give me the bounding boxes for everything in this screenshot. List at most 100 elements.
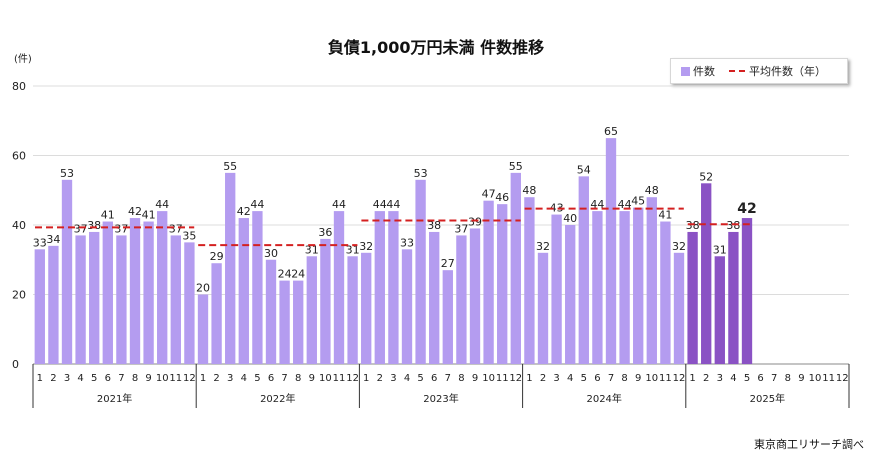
x-tick-label: 1 [689,373,695,384]
x-tick-label: 1 [200,373,206,384]
value-label: 45 [631,195,645,208]
x-tick-label: 9 [309,373,315,384]
x-tick-label: 11 [822,373,835,384]
x-tick-label: 10 [156,373,169,384]
x-tick-label: 7 [608,373,614,384]
bar [347,256,358,364]
value-label: 37 [74,222,88,235]
bar [565,225,576,364]
x-tick-label: 2 [377,373,383,384]
x-tick-label: 3 [390,373,396,384]
x-tick-label: 7 [771,373,777,384]
x-tick-label: 5 [254,373,260,384]
bar [605,138,617,364]
bar [701,183,712,364]
value-label: 20 [196,282,210,295]
x-tick-label: 12 [836,373,849,384]
chart-legend: 件数 平均件数（年） [670,58,848,84]
value-label: 41 [101,209,115,222]
y-tick-label: 0 [12,358,19,371]
bar [374,211,385,364]
bar [456,235,467,364]
value-label: 32 [672,240,686,253]
bar [102,221,113,364]
bar [673,252,685,364]
bar [252,211,263,364]
year-label: 2024年 [586,392,621,405]
value-label: 24 [291,268,305,281]
highlight-value-label: 42 [737,201,756,217]
bar [184,242,195,364]
value-label: 32 [536,240,550,253]
value-label: 32 [359,240,373,253]
legend-line-swatch [729,70,745,72]
x-tick-label: 8 [458,373,464,384]
x-tick-label: 8 [621,373,627,384]
x-tick-label: 5 [744,373,750,384]
value-label: 37 [114,222,128,235]
x-tick-label: 11 [659,373,672,384]
x-tick-label: 10 [319,373,332,384]
bar [279,280,290,364]
bar [361,252,372,364]
x-tick-label: 7 [445,373,451,384]
value-label: 30 [264,247,278,260]
value-label: 38 [686,219,700,232]
x-tick-label: 6 [431,373,437,384]
x-tick-label: 2 [703,373,709,384]
x-tick-label: 9 [635,373,641,384]
value-label: 55 [223,160,237,173]
value-label: 37 [169,222,183,235]
bar [551,214,562,364]
bar [238,218,249,364]
bar [660,221,671,364]
x-tick-label: 6 [757,373,763,384]
bar [646,197,657,364]
value-label: 29 [210,250,224,263]
x-tick-label: 4 [567,373,573,384]
value-label: 41 [658,209,672,222]
value-label: 52 [699,170,713,183]
x-tick-label: 10 [482,373,495,384]
value-label: 48 [522,184,536,197]
bar [61,179,73,364]
x-tick-label: 5 [417,373,423,384]
bar [211,263,222,364]
x-tick-label: 11 [496,373,509,384]
year-label: 2022年 [260,392,295,405]
bar [714,256,725,364]
x-tick-label: 10 [645,373,658,384]
x-tick-label: 8 [295,373,301,384]
x-tick-label: 2 [540,373,546,384]
bar [497,204,508,364]
value-label: 31 [346,243,360,256]
x-tick-label: 4 [77,373,83,384]
bar [116,235,127,364]
bar [197,294,209,364]
x-tick-label: 4 [241,373,247,384]
bar [34,249,45,364]
x-tick-label: 6 [268,373,274,384]
value-label: 33 [33,236,47,249]
x-tick-label: 8 [132,373,138,384]
bar [75,235,86,364]
value-label: 44 [250,198,264,211]
bar [415,179,426,364]
value-label: 65 [604,125,618,138]
value-label: 31 [305,243,319,256]
x-tick-label: 3 [717,373,723,384]
x-tick-label: 4 [404,373,410,384]
value-label: 36 [318,226,332,239]
bar [633,207,644,364]
x-tick-label: 6 [594,373,600,384]
value-label: 44 [332,198,346,211]
value-label: 53 [414,167,428,180]
x-tick-label: 12 [509,373,522,384]
x-tick-label: 12 [346,373,359,384]
value-label: 44 [373,198,387,211]
bar [388,211,399,364]
bar [170,235,181,364]
year-label: 2023年 [423,392,458,405]
bar [687,231,698,364]
value-label: 48 [645,184,659,197]
